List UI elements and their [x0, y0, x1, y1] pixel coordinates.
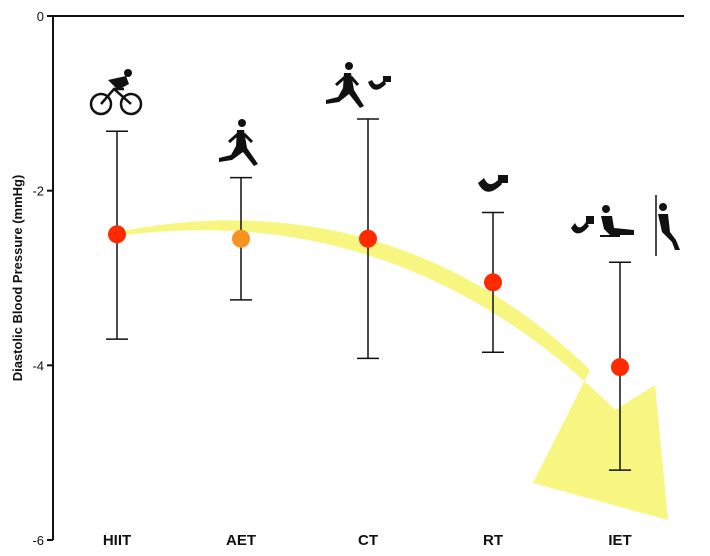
y-tick-label: -6 — [32, 533, 44, 548]
axes — [52, 15, 684, 540]
category-label: CT — [358, 532, 378, 549]
data-points — [108, 225, 629, 377]
data-point — [108, 225, 126, 244]
y-ticks: 0 -2 -4 -6 — [32, 9, 53, 548]
category-label: IET — [608, 532, 631, 549]
category-label: AET — [226, 532, 256, 549]
trend-arrow — [118, 220, 668, 520]
data-point — [232, 229, 250, 248]
data-point — [359, 229, 377, 248]
category-label: RT — [483, 532, 503, 549]
runner-and-curl-icon — [326, 62, 391, 108]
y-tick-label: 0 — [37, 9, 44, 24]
arm-curl-icon — [478, 175, 508, 192]
error-bars — [106, 118, 631, 471]
y-tick-label: -4 — [32, 358, 44, 373]
isometric-exercises-icon — [571, 195, 680, 256]
y-axis-title: Diastolic Blood Pressure (mmHg) — [10, 175, 25, 382]
category-label: HIIT — [103, 532, 131, 549]
cyclist-icon — [89, 69, 143, 116]
data-point — [611, 358, 629, 377]
data-point — [484, 273, 502, 292]
y-tick-label: -2 — [32, 184, 44, 199]
category-labels: HIIT AET CT RT IET — [103, 532, 632, 549]
runner-icon — [219, 119, 258, 166]
